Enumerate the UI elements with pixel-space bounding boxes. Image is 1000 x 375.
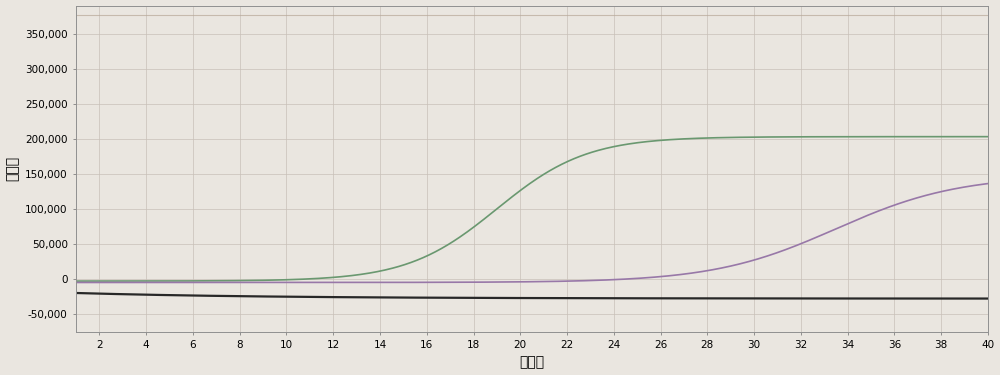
Y-axis label: 荧光値: 荧光値 xyxy=(6,156,20,181)
X-axis label: 循环数: 循环数 xyxy=(519,356,545,369)
